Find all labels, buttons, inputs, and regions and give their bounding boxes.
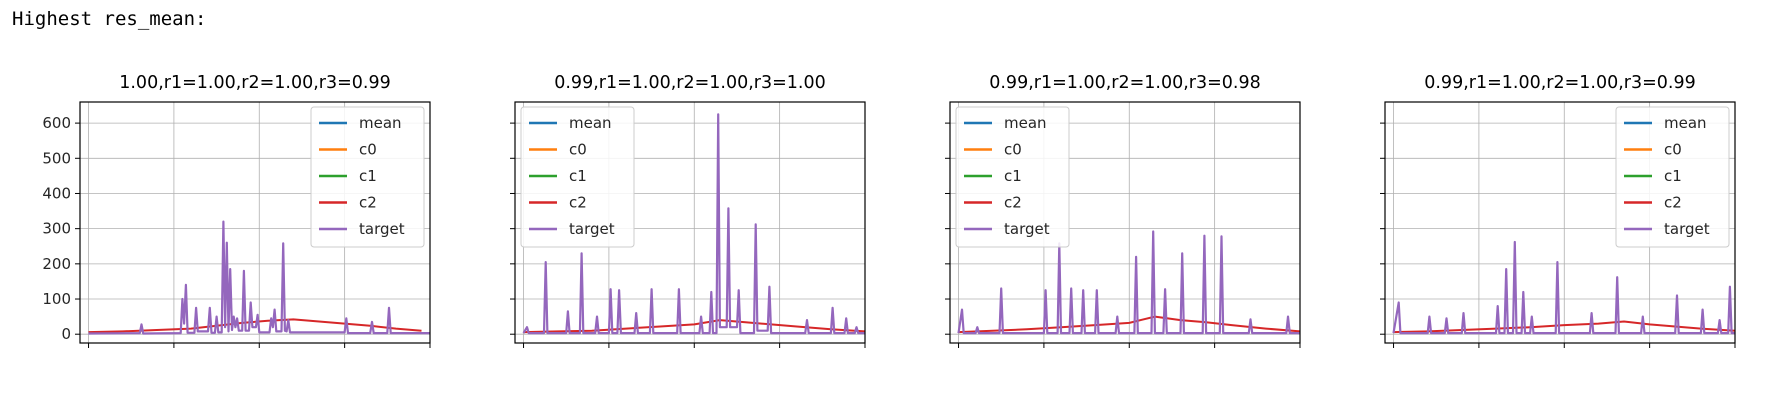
legend-label-c2: c2 — [569, 194, 587, 212]
legend-label-mean: mean — [359, 114, 402, 132]
plot-frame — [949, 101, 1301, 344]
y-tick-label: 0 — [61, 325, 71, 343]
legend-label-target: target — [569, 220, 615, 238]
legend-label-c2: c2 — [359, 194, 377, 212]
legend-label-c1: c1 — [1664, 167, 1682, 185]
legend-box — [520, 106, 635, 248]
chart-title: 1.00,r1=1.00,r2=1.00,r3=0.99 — [119, 73, 391, 93]
legend-box — [310, 106, 425, 248]
legend-label-target: target — [1664, 220, 1710, 238]
y-tick-label: 400 — [42, 184, 71, 202]
chart-panel-1: 1.00,r1=1.00,r2=1.00,r3=0.99 0 100 200 300 40… — [42, 73, 431, 348]
series-target-line — [957, 230, 1300, 335]
legend: mean c0 c1 c2 target — [520, 106, 635, 248]
plot-frame — [79, 101, 431, 344]
series-target-line — [522, 113, 865, 335]
series-c2-line — [88, 318, 422, 334]
y-tick-label: 300 — [42, 220, 71, 238]
legend-label-c2: c2 — [1664, 194, 1682, 212]
legend-label-c2: c2 — [1004, 194, 1022, 212]
chart-panel-2: 0.99,r1=1.00,r2=1.00,r3=1.00 mean c0 c1 c2 ta… — [510, 73, 866, 348]
legend-label-c0: c0 — [569, 141, 587, 159]
series-target-line — [1392, 240, 1735, 335]
y-tick-label: 600 — [42, 114, 71, 132]
legend: mean c0 c1 c2 target — [1615, 106, 1730, 248]
legend-box — [1615, 106, 1730, 248]
legend-label-mean: mean — [569, 114, 612, 132]
chart-title: 0.99,r1=1.00,r2=1.00,r3=0.98 — [989, 73, 1261, 93]
legend-label-c0: c0 — [359, 141, 377, 159]
chart-panel-4: 0.99,r1=1.00,r2=1.00,r3=0.99 mean c0 c1 c2 ta… — [1380, 73, 1736, 348]
legend-label-c0: c0 — [1664, 141, 1682, 159]
legend-label-mean: mean — [1004, 114, 1047, 132]
plot-frame — [1384, 101, 1736, 344]
legend-box — [955, 106, 1070, 248]
legend-label-c0: c0 — [1004, 141, 1022, 159]
legend-label-c1: c1 — [359, 167, 377, 185]
legend: mean c0 c1 c2 target — [955, 106, 1070, 248]
chart-title: 0.99,r1=1.00,r2=1.00,r3=0.99 — [1424, 73, 1696, 93]
y-tick-label: 500 — [42, 149, 71, 167]
plot-frame — [514, 101, 866, 344]
chart-title: 0.99,r1=1.00,r2=1.00,r3=1.00 — [554, 73, 826, 93]
legend: mean c0 c1 c2 target — [310, 106, 425, 248]
y-tick-label: 100 — [42, 290, 71, 308]
legend-label-c1: c1 — [569, 167, 587, 185]
output-header: Highest res_mean: — [12, 8, 207, 30]
legend-label-target: target — [359, 220, 405, 238]
legend-label-target: target — [1004, 220, 1050, 238]
y-tick-label: 200 — [42, 255, 71, 273]
chart-panel-3: 0.99,r1=1.00,r2=1.00,r3=0.98 mean c0 c1 c2 ta… — [945, 73, 1301, 348]
series-c2-line — [958, 315, 1301, 334]
legend-label-mean: mean — [1664, 114, 1707, 132]
series-target-line — [88, 220, 430, 335]
legend-label-c1: c1 — [1004, 167, 1022, 185]
series-c2-line — [523, 319, 866, 334]
